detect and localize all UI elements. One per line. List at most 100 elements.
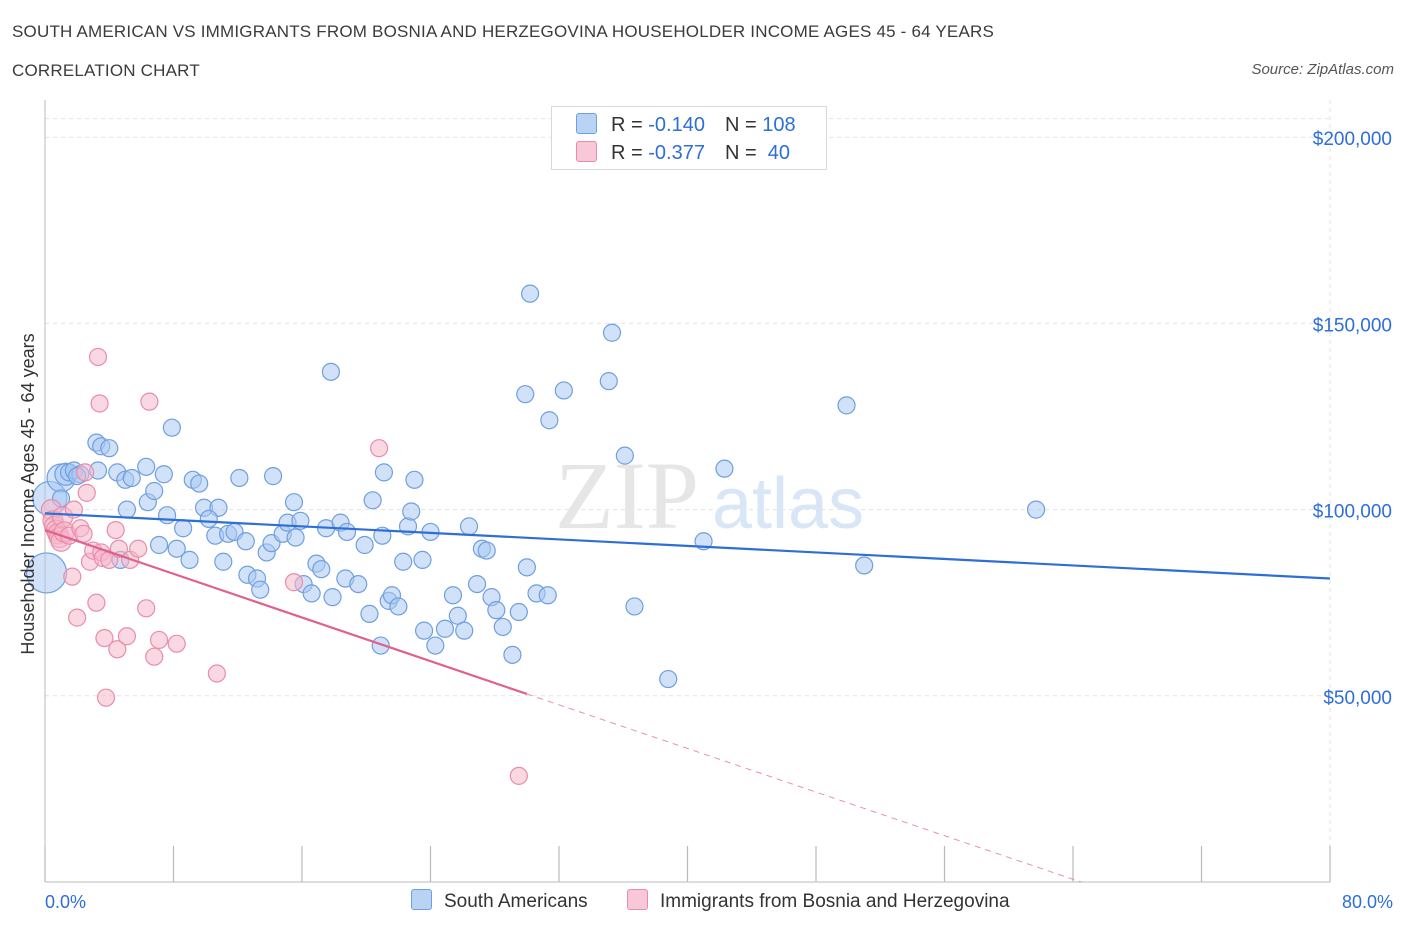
data-point-south-american <box>149 535 169 555</box>
data-point-south-american <box>659 669 678 689</box>
data-point-bosnia <box>88 347 108 367</box>
data-point-bosnia <box>95 628 114 648</box>
data-point-south-american <box>426 636 445 655</box>
legend-row-south-americans: R = -0.140 N = 108 <box>576 113 796 139</box>
legend-n-value: 108 <box>762 114 796 136</box>
data-point-south-american <box>371 636 390 655</box>
data-point-south-american <box>284 493 304 512</box>
data-point-south-american <box>154 465 173 484</box>
data-point-south-american <box>321 362 341 381</box>
data-point-south-american <box>625 597 644 616</box>
series-bosnia <box>40 347 528 785</box>
trend-lines <box>44 512 1331 883</box>
data-point-south-american <box>443 586 463 605</box>
y-axis-title: Householder Income Ages 45 - 64 years <box>18 333 38 654</box>
data-point-bosnia <box>77 483 96 502</box>
bottom-legend-bosnia: Immigrants from Bosnia and Herzegovina <box>627 889 1010 913</box>
y-tick-label: $50,000 <box>1323 688 1392 709</box>
data-point-south-american <box>263 467 283 486</box>
data-point-south-american <box>414 621 434 640</box>
data-point-south-american <box>363 491 382 510</box>
data-point-south-american <box>302 584 321 603</box>
data-point-bosnia <box>145 647 164 666</box>
x-tick-label-max: 80.0% <box>1342 892 1393 912</box>
watermark-atlas: atlas <box>712 464 864 544</box>
data-point-bosnia <box>90 394 109 413</box>
data-point-south-american <box>715 459 734 478</box>
data-point-south-american <box>467 574 487 594</box>
data-point-south-american <box>100 439 119 458</box>
data-point-south-american <box>487 601 506 620</box>
chart-source: Source: ZipAtlas.com <box>1251 61 1394 78</box>
bottom-legend-swatch-pink <box>627 889 648 910</box>
bottom-legend-swatch-blue <box>411 889 432 910</box>
data-point-south-american <box>599 372 618 391</box>
data-point-bosnia <box>509 766 528 785</box>
data-point-south-american <box>459 517 479 536</box>
data-point-south-american <box>286 528 305 547</box>
chart-subtitle: CORRELATION CHART <box>12 61 200 80</box>
data-point-south-american <box>435 619 455 638</box>
data-point-south-american <box>174 519 193 538</box>
data-point-south-american <box>180 550 199 569</box>
data-point-south-american <box>214 552 233 571</box>
data-point-south-american <box>157 506 177 525</box>
data-point-south-american <box>538 586 557 605</box>
data-point-south-american <box>251 580 270 599</box>
data-point-south-american <box>162 418 181 437</box>
data-point-south-american <box>312 560 331 579</box>
bottom-legend-south-americans: South Americans <box>411 889 588 913</box>
legend-row-bosnia: R = -0.377 N = 40 <box>576 141 790 167</box>
watermark: ZIP atlas <box>555 442 864 549</box>
x-tick-label-min: 0.0% <box>45 892 86 912</box>
data-point-south-american <box>1026 500 1046 519</box>
legend-r-label: R = <box>611 114 649 136</box>
y-tick-label: $150,000 <box>1313 315 1392 336</box>
axis-labels: $50,000 $100,000 $150,000 $200,000 0.0% 80.0%… <box>18 129 1393 912</box>
data-point-bosnia <box>129 539 148 558</box>
data-point-bosnia <box>106 520 125 540</box>
data-point-south-american <box>405 470 424 489</box>
data-point-south-american <box>360 604 379 623</box>
data-point-bosnia <box>108 640 127 659</box>
data-point-south-american <box>554 381 573 400</box>
data-point-south-american <box>837 396 856 415</box>
data-point-bosnia <box>63 567 82 586</box>
data-point-south-american <box>349 574 368 594</box>
data-point-south-american <box>167 539 186 558</box>
data-point-south-american <box>602 323 622 342</box>
data-point-south-american <box>117 500 137 519</box>
data-point-bosnia <box>167 634 186 653</box>
trend-line-bosnia-extension <box>526 693 1082 883</box>
data-point-south-american <box>493 617 512 637</box>
data-point-south-american <box>477 541 496 560</box>
data-point-south-american <box>190 474 209 493</box>
data-point-bosnia <box>87 593 106 612</box>
data-point-south-american <box>389 597 408 616</box>
legend-r-value: -0.140 <box>648 114 705 136</box>
data-point-bosnia <box>68 608 87 627</box>
data-point-bosnia <box>96 688 116 707</box>
legend-n-value: 40 <box>762 142 791 164</box>
data-point-south-american <box>413 550 432 569</box>
legend-swatch-blue <box>576 113 597 134</box>
data-point-south-american <box>137 457 156 476</box>
data-point-south-american <box>199 509 218 529</box>
data-point-south-american <box>230 468 249 488</box>
trend-line-south-americans <box>44 512 1331 580</box>
y-tick-label: $100,000 <box>1313 502 1392 523</box>
data-point-south-american <box>122 468 141 488</box>
data-point-bosnia <box>284 573 304 592</box>
data-point-south-american <box>615 446 634 465</box>
legend-n-label: N = <box>724 142 763 164</box>
trend-line-bosnia <box>44 529 528 695</box>
data-point-south-american <box>517 558 536 577</box>
bottom-legend-label: Immigrants from Bosnia and Herzegovina <box>660 891 1010 912</box>
data-point-bosnia <box>76 463 95 482</box>
data-point-bosnia <box>149 630 169 650</box>
data-point-south-american <box>355 535 374 555</box>
data-point-south-american <box>520 284 540 303</box>
legend-swatch-pink <box>576 141 597 162</box>
legend-n-label: N = <box>724 114 763 136</box>
